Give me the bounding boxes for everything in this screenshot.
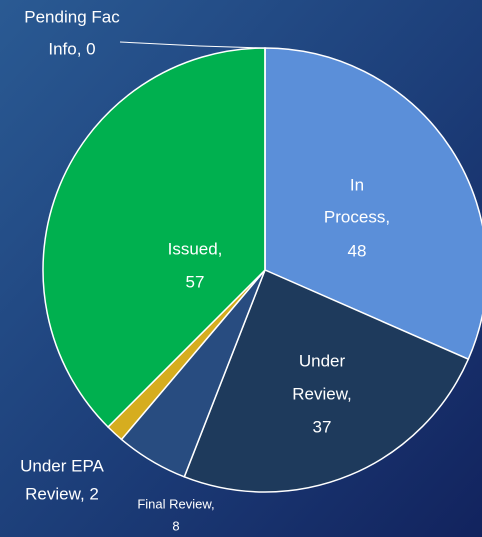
data-label: 37 [313, 417, 332, 436]
data-label: Process, [324, 207, 390, 226]
data-label: Issued, [168, 239, 223, 258]
pie-slice [264, 47, 482, 361]
data-label: Pending Fac [24, 7, 120, 26]
pie-slice [183, 268, 470, 493]
data-label: Under EPA [20, 456, 104, 475]
data-labels: In Process, 48 Under Review, 37 Final Review, 8… [20, 7, 390, 533]
data-label: Info, 0 [48, 39, 95, 58]
pie [42, 47, 482, 493]
pie-slice [42, 47, 266, 429]
data-label: 8 [172, 518, 179, 533]
data-label: In [350, 175, 364, 194]
data-label: Review, 2 [25, 484, 99, 503]
data-label: Final Review, [137, 496, 214, 511]
data-label: Review, [292, 384, 352, 403]
data-label: Under [299, 351, 346, 370]
data-label: 48 [348, 241, 367, 260]
data-label: 57 [186, 272, 205, 291]
leader-line [119, 41, 266, 49]
